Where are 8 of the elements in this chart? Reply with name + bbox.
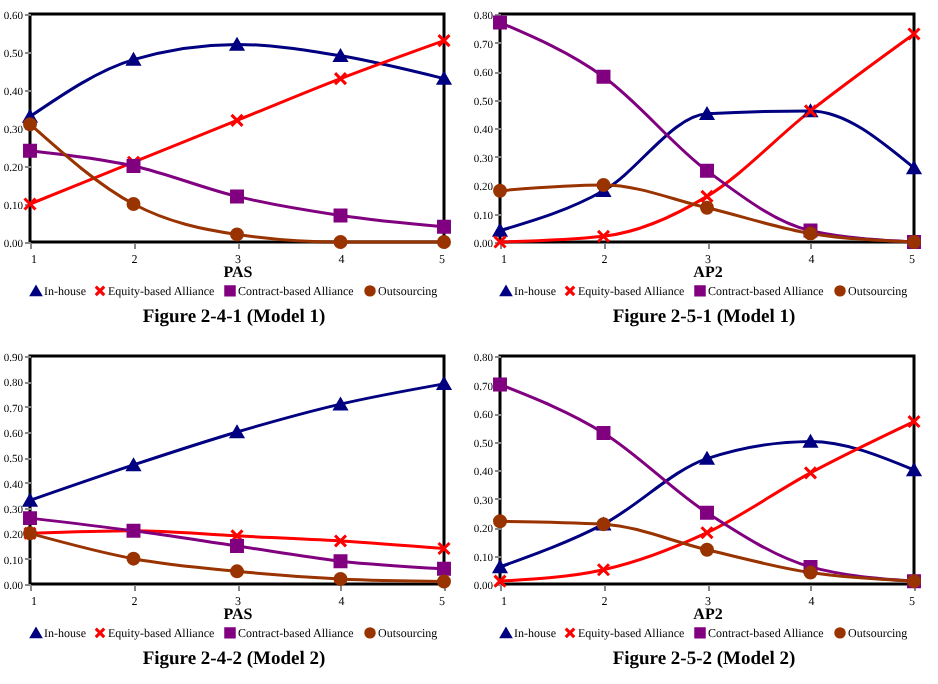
x-axis-title: PAS <box>223 605 254 623</box>
text: Figure 2-4-1 (Model 1) <box>140 308 328 328</box>
x-axis-title: PAS <box>223 263 254 281</box>
text: Figure 2-5-1 (Model 1) <box>610 308 798 328</box>
x-axis-title: AP2 <box>693 605 723 623</box>
text: Figure 2-5-2 (Model 2) <box>610 650 798 670</box>
text: Figure 2-4-2 (Model 2) <box>140 650 328 670</box>
x-axis-title: AP2 <box>693 263 723 281</box>
